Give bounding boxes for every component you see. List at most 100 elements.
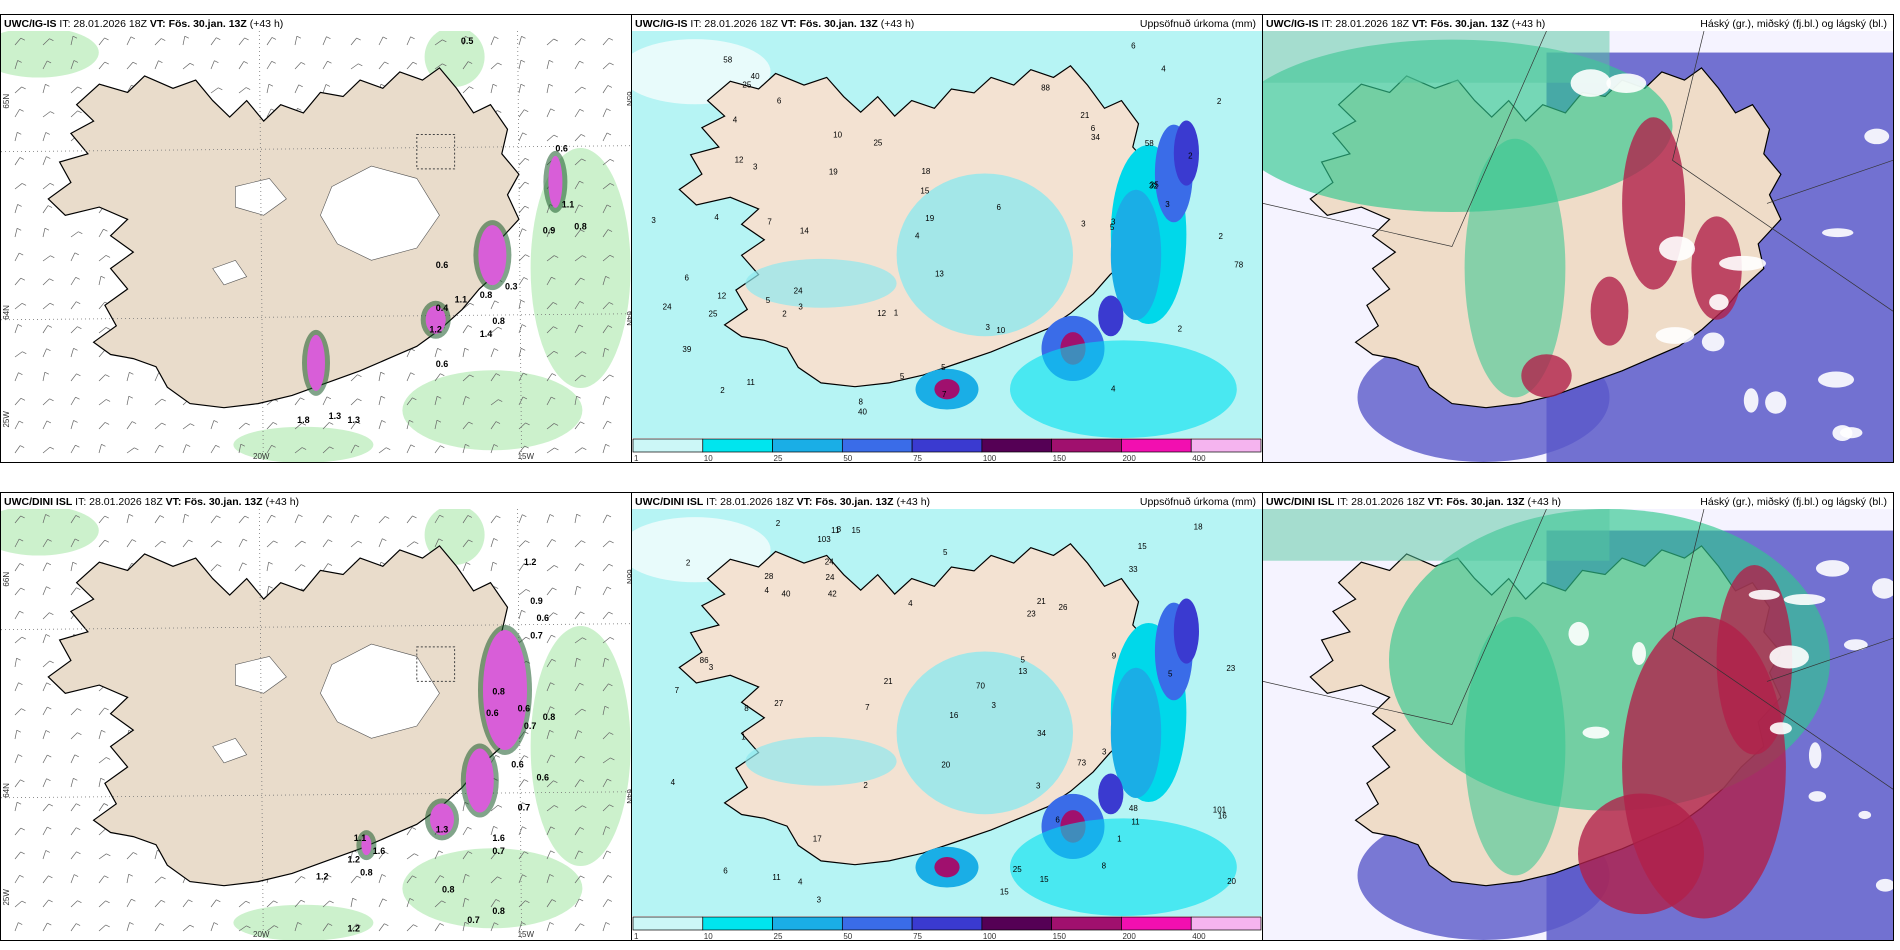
wind-barb <box>294 540 302 548</box>
precip-value-label: 1.1 <box>562 200 575 210</box>
wind-barb-flag <box>580 875 585 879</box>
colorbar-segment <box>1121 916 1192 931</box>
precip-value-label: 58 <box>1145 139 1154 148</box>
wind-barb <box>98 853 107 860</box>
map-clouds-ig[interactable] <box>1263 31 1893 462</box>
wind-barb-flag <box>553 423 559 426</box>
map-precip-dini[interactable]: 4 8 9 6 4 3 11 3 5 1 2 4 7 3 2 48 15 20 1 5 11 8 4 26 73 103 17 15 1… <box>632 509 1262 916</box>
wind-barb <box>574 134 582 142</box>
wind-barb-flag <box>184 35 189 39</box>
wind-barb <box>602 85 609 94</box>
snow-band <box>483 630 527 751</box>
wind-barb-flag <box>46 778 51 782</box>
precip-value-label: 23 <box>1226 664 1235 673</box>
wind-barb <box>70 538 76 548</box>
wind-barb-flag <box>410 372 415 376</box>
wind-barb <box>546 276 552 286</box>
wind-barb-flag <box>50 255 55 259</box>
wind-barb <box>350 63 359 70</box>
wind-barb-flag <box>73 348 78 351</box>
wind-barb <box>518 181 526 190</box>
precip-value-label: 16 <box>1218 812 1227 821</box>
wind-barb <box>42 348 47 358</box>
wind-barb <box>434 373 441 382</box>
wind-barb-flag <box>607 325 613 328</box>
wind-barb <box>406 515 413 524</box>
wind-barb <box>546 922 551 932</box>
latitude-label: 25W <box>2 889 11 906</box>
precip-value-label: 1.8 <box>297 415 310 425</box>
map-wind-dini[interactable]: 1.2 0.9 0.6 0.7 0.8 0.6 0.6 0.7 0.8 1.2 0.7 0.6 1.3 1… <box>1 509 631 940</box>
map-clouds-dini[interactable] <box>1263 509 1893 940</box>
wind-barb-flag <box>497 804 503 808</box>
map-precip-ig[interactable]: 3 4 3 13 5 25 4 5 1 2 2 6 8 2 2 2 10 18 4 6 3 4 24 5 12 2 5 3 4 58 35 7… <box>632 31 1262 438</box>
wind-barb <box>602 899 609 908</box>
wind-barb <box>378 851 385 860</box>
wind-barb-flag <box>582 805 587 809</box>
wind-barb <box>70 326 78 334</box>
wind-barb-flag <box>160 900 166 903</box>
wind-barb <box>42 38 50 46</box>
precip-value-label: 28 <box>764 572 773 581</box>
precip-value-label: 10 <box>996 326 1005 335</box>
wind-barb-flag <box>244 37 249 41</box>
wind-barb-flag <box>20 827 25 831</box>
wind-barb-flag <box>497 110 502 113</box>
map-wind-ig[interactable]: 0.5 0.6 0.9 1.1 0.8 0.6 1.2 0.8 0.4 1.1 0.8 0.6 1.8 1… <box>1 31 631 462</box>
wind-barb <box>462 562 467 572</box>
colorbar-label: 75 <box>913 932 922 940</box>
wind-barb <box>574 658 578 668</box>
wind-barb-flag <box>300 899 306 903</box>
panel-subtitle: Háský (gr.), miðský (fj.bl.) og lágský (… <box>1700 496 1887 508</box>
wind-barb <box>238 925 247 932</box>
wind-barb-flag <box>354 514 360 518</box>
wind-barb <box>462 515 469 524</box>
precip-value-label: 0.5 <box>461 36 474 46</box>
wind-barb <box>98 900 106 908</box>
wind-barb-flag <box>104 422 110 425</box>
wind-barb-flag <box>412 515 417 519</box>
wind-barb-flag <box>49 38 54 42</box>
wind-barb-flag <box>550 228 555 231</box>
wind-barb <box>154 398 163 406</box>
wind-barb-flag <box>213 922 219 925</box>
wind-barb-flag <box>607 899 612 902</box>
wind-barb-flag <box>382 36 388 40</box>
wind-barb <box>70 754 76 764</box>
wind-barb <box>210 922 215 932</box>
wind-barb-flag <box>523 277 528 280</box>
wind-barb-flag <box>44 371 49 375</box>
wind-barb-flag <box>271 444 276 448</box>
wind-barb <box>518 132 523 142</box>
heavy-precip-area <box>1173 120 1199 186</box>
wind-barb <box>14 183 23 190</box>
mid-cloud-layer <box>1590 276 1629 346</box>
clear-sky-patch <box>1832 425 1853 442</box>
wind-barb-flag <box>327 515 332 518</box>
precip-value-label: 5 <box>1168 669 1173 678</box>
wind-barb-flag <box>301 422 307 426</box>
precip-value-label: 13 <box>935 269 944 278</box>
wind-barb <box>490 348 495 358</box>
precip-value-label: 10 <box>833 131 842 140</box>
wind-barb <box>14 730 18 740</box>
wind-barb-flag <box>552 302 558 305</box>
wind-barb <box>574 708 583 716</box>
wind-barb-flag <box>217 564 222 567</box>
precip-value-label: 17 <box>813 835 822 844</box>
wind-barb-flag <box>437 348 442 351</box>
wind-barb-flag <box>274 925 279 928</box>
wind-barb-flag <box>19 874 24 878</box>
precip-value-label: 0.9 <box>543 226 556 236</box>
wind-barb-flag <box>101 444 106 447</box>
glacier <box>212 259 248 286</box>
glacier <box>320 643 440 739</box>
precip-value-label: 0.4 <box>436 303 449 313</box>
wind-barb-flag <box>268 83 274 87</box>
wind-barb-flag <box>523 372 528 376</box>
wind-barb-flag <box>610 757 615 761</box>
wind-barb <box>14 611 20 620</box>
precip-value-label: 2 <box>720 386 725 395</box>
wind-barb <box>602 302 610 310</box>
colorbar-segment <box>702 916 773 931</box>
